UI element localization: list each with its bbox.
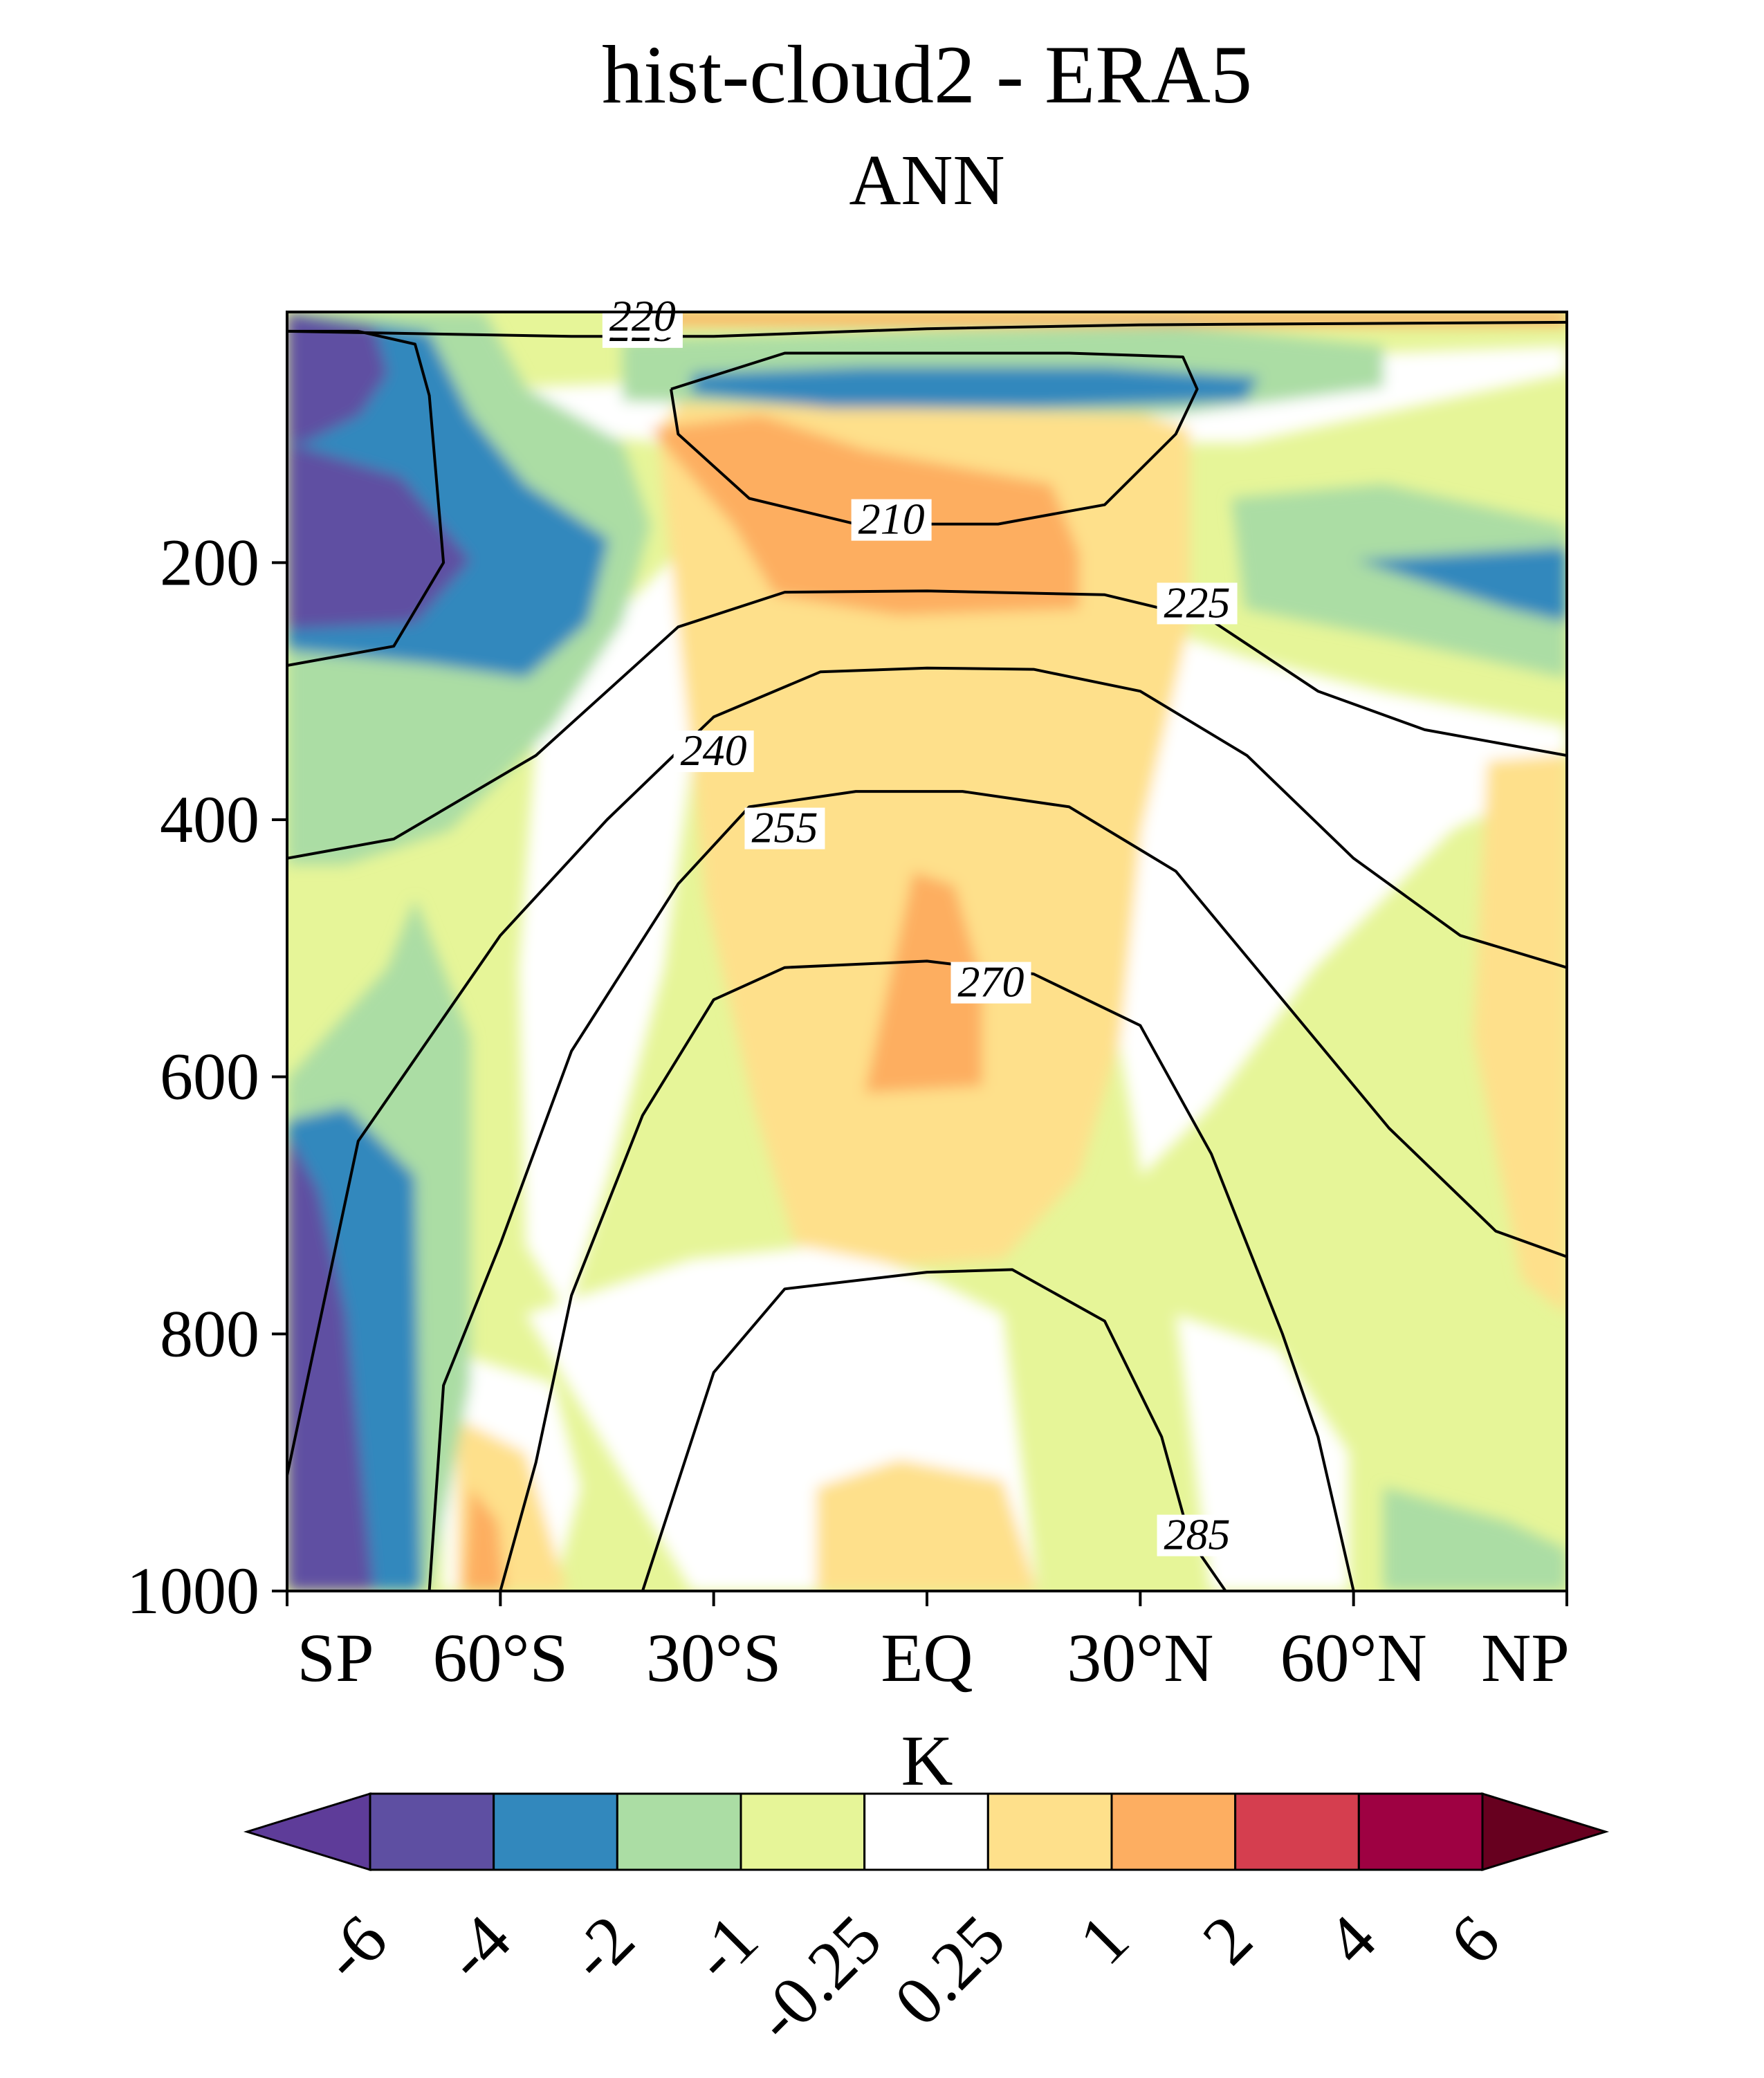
y-tick-label-400: 400 <box>160 782 259 856</box>
colorbar-extend-high <box>1481 1792 1610 1872</box>
contour-line-225-3 <box>287 589 1567 860</box>
field-orange-mid <box>865 872 982 1093</box>
chart-subtitle: ANN <box>849 140 1004 220</box>
chart-title: hist-cloud2 - ERA5 <box>602 28 1252 120</box>
x-tick-label-0: SP <box>297 1619 374 1696</box>
contour-line-240-4 <box>287 666 1567 1476</box>
y-tick-label-1000: 1000 <box>127 1554 259 1628</box>
contour-label-bg-0 <box>851 499 932 541</box>
field-purple-sh-upper <box>287 312 387 443</box>
contour-line-270-6 <box>499 959 1355 1591</box>
colorbar-box-2 <box>616 1792 742 1871</box>
field-green-nh-upper <box>1231 484 1567 678</box>
contour-label-1: 225 <box>1164 578 1231 627</box>
contour-label-bg-5 <box>744 807 825 849</box>
contour-label-bg-3 <box>602 296 683 338</box>
colorbar-level-label-1: -4 <box>430 1900 525 1995</box>
colorbar-level-label-5: 0.25 <box>880 1900 1020 2040</box>
colorbar-level-label-3: -1 <box>677 1900 772 1995</box>
field-warm-lower <box>816 1460 1038 1591</box>
temperature-contours <box>287 320 1567 1591</box>
contour-line-210-0 <box>670 351 1199 526</box>
x-tick-label-3: EQ <box>881 1619 973 1696</box>
colorbar-level-label-8: 4 <box>1312 1900 1390 1979</box>
contour-line-285-7 <box>641 1268 1227 1591</box>
field-purple-sh-mid <box>287 443 470 629</box>
contour-label-bg-6 <box>950 962 1031 1004</box>
colorbar-box-5 <box>986 1792 1113 1871</box>
colorbar-box-0 <box>369 1792 495 1871</box>
colorbar-extend-low <box>243 1792 371 1872</box>
field-blue-upper <box>692 367 1259 408</box>
colorbar: -6 -4 -2 -1-0.250.25 1 2 4 6 <box>243 1792 1610 2057</box>
colorbar-level-label-7: 2 <box>1188 1900 1267 1979</box>
y-tick-label-200: 200 <box>160 525 259 599</box>
contour-label-bg-4 <box>673 730 754 773</box>
contour-label-0: 210 <box>858 495 925 544</box>
field-green-nh-low <box>1384 1487 1567 1591</box>
colorbar-level-label-0: -6 <box>306 1900 401 1995</box>
x-axis: SP 60°S 30°S EQ 30°N 60°N NP <box>286 1591 1570 1696</box>
y-tick-label-600: 600 <box>160 1040 259 1114</box>
field-top-strip <box>623 312 1567 325</box>
colorbar-box-1 <box>493 1792 618 1871</box>
colorbar-level-label-9: 6 <box>1435 1900 1514 1979</box>
contour-labels: 210225225220240255270285 <box>602 291 1238 1559</box>
x-tick-label-6: NP <box>1481 1619 1570 1696</box>
field-white-mid-sh <box>519 553 692 1314</box>
contour-label-3: 220 <box>609 291 676 340</box>
colorbar-label: K <box>901 1721 953 1801</box>
contour-line-225-2 <box>287 329 445 667</box>
contour-label-7: 285 <box>1164 1510 1231 1559</box>
x-tick-label-1: 60°S <box>433 1619 569 1696</box>
colorbar-box-6 <box>1110 1792 1237 1871</box>
colorbar-box-8 <box>1357 1792 1484 1871</box>
contour-line-225-1 <box>287 320 1567 338</box>
x-tick-label-5: 60°N <box>1280 1619 1427 1696</box>
colorbar-level-label-2: -2 <box>553 1900 648 1995</box>
y-axis: 200 400 600 800 1000 <box>127 525 287 1628</box>
colorbar-level-label-6: 1 <box>1065 1900 1143 1979</box>
colorbar-level-label-4: -0.25 <box>739 1900 896 2057</box>
field-warm-nh-right <box>1473 754 1567 1314</box>
field-purple-sh-low <box>287 1134 374 1591</box>
contour-label-4: 240 <box>681 726 747 775</box>
contour-label-bg-1 <box>1157 582 1238 625</box>
contour-label-5: 255 <box>751 803 818 852</box>
x-tick-label-2: 30°S <box>646 1619 782 1696</box>
field-white-mid-nh <box>1107 623 1567 1176</box>
field-orange-sh-low <box>463 1487 505 1591</box>
x-tick-label-4: 30°N <box>1067 1619 1213 1696</box>
colorbar-box-3 <box>739 1792 866 1871</box>
contour-label-bg-7 <box>1157 1514 1238 1556</box>
colorbar-box-4 <box>863 1792 989 1871</box>
contour-label-6: 270 <box>958 957 1025 1006</box>
y-tick-label-800: 800 <box>160 1296 259 1370</box>
colorbar-box-7 <box>1234 1792 1360 1871</box>
contour-line-255-5 <box>428 790 1567 1591</box>
field-blue-nh <box>1356 546 1567 623</box>
